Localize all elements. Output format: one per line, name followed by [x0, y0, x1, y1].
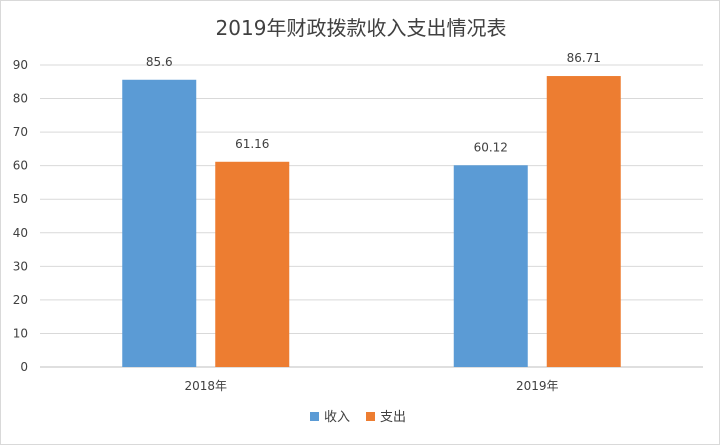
legend-swatch [366, 412, 375, 421]
data-label: 86.71 [567, 51, 601, 65]
y-tick-label: 90 [13, 58, 28, 72]
y-tick-label: 0 [20, 360, 28, 374]
x-tick-label: 2019年 [516, 379, 559, 393]
bars: 85.6 61.16 60.12 86.71 [122, 51, 621, 368]
y-axis: 0 10 20 30 40 50 60 70 80 90 [13, 58, 28, 374]
y-tick-label: 30 [13, 259, 28, 273]
bar-收入-2019年 [453, 165, 528, 367]
chart-title: 2019年财政拨款收入支出情况表 [216, 16, 507, 40]
y-tick-label: 50 [13, 192, 28, 206]
bar-支出-2019年 [546, 76, 621, 367]
legend-swatch [310, 412, 319, 421]
y-tick-label: 10 [13, 326, 28, 340]
data-label: 85.6 [146, 55, 173, 69]
legend-label: 支出 [380, 410, 406, 425]
data-label: 61.16 [235, 137, 269, 151]
y-tick-label: 70 [13, 125, 28, 139]
bar-支出-2018年 [215, 161, 290, 367]
bar-收入-2018年 [122, 79, 197, 368]
x-axis: 2018年 2019年 [184, 379, 558, 393]
y-tick-label: 40 [13, 226, 28, 240]
legend: 收入 支出 [310, 410, 406, 425]
y-tick-label: 80 [13, 92, 28, 106]
x-tick-label: 2018年 [184, 379, 227, 393]
y-tick-label: 20 [13, 293, 28, 307]
legend-label: 收入 [324, 410, 350, 425]
data-label: 60.12 [474, 140, 508, 154]
y-tick-label: 60 [13, 159, 28, 173]
